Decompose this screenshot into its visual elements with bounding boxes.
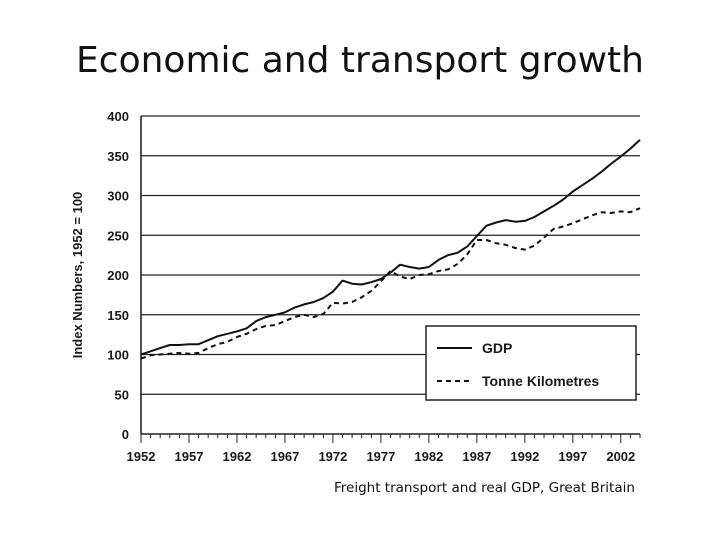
x-tick-label-1992: 1992 bbox=[510, 449, 539, 464]
y-tick-label-0: 0 bbox=[122, 427, 129, 442]
legend-label-tonne-km: Tonne Kilometres bbox=[482, 373, 599, 389]
x-tick-label-1997: 1997 bbox=[558, 449, 587, 464]
x-axis-ticks: 1952 1957 1962 1967 1972 1977 1982 1987 1992 1997… bbox=[127, 434, 641, 464]
x-tick-label-1977: 1977 bbox=[366, 449, 395, 464]
x-tick-label-1982: 1982 bbox=[414, 449, 443, 464]
y-tick-label-150: 150 bbox=[107, 308, 129, 323]
x-tick-label-1952: 1952 bbox=[127, 449, 156, 464]
y-tick-label-200: 200 bbox=[107, 268, 129, 283]
x-tick-label-1957: 1957 bbox=[175, 449, 204, 464]
y-tick-label-50: 50 bbox=[115, 387, 129, 402]
y-tick-label-350: 350 bbox=[107, 149, 129, 164]
grid-lines bbox=[140, 115, 640, 435]
x-tick-label-2002: 2002 bbox=[606, 449, 635, 464]
y-tick-label-100: 100 bbox=[107, 348, 129, 363]
legend: GDP Tonne Kilometres bbox=[425, 325, 637, 401]
slide-title: Economic and transport growth bbox=[76, 40, 644, 81]
y-tick-label-300: 300 bbox=[107, 189, 129, 204]
series-lines bbox=[140, 139, 641, 360]
y-tick-label-400: 400 bbox=[107, 109, 129, 124]
chart-caption: Freight transport and real GDP, Great Br… bbox=[334, 480, 635, 496]
series-line-tonne-kilometres bbox=[140, 207, 641, 360]
series-line-gdp bbox=[140, 139, 641, 356]
y-axis-ticks: 0 50 100 150 200 250 300 350 400 bbox=[107, 109, 129, 442]
x-tick-label-1987: 1987 bbox=[462, 449, 491, 464]
y-axis-title: Index Numbers, 1952 = 100 bbox=[70, 192, 85, 359]
x-tick-label-1962: 1962 bbox=[223, 449, 252, 464]
x-tick-label-1972: 1972 bbox=[318, 449, 347, 464]
y-tick-label-250: 250 bbox=[107, 228, 129, 243]
legend-box bbox=[425, 325, 637, 401]
legend-label-gdp: GDP bbox=[482, 340, 512, 356]
x-tick-label-1967: 1967 bbox=[270, 449, 299, 464]
